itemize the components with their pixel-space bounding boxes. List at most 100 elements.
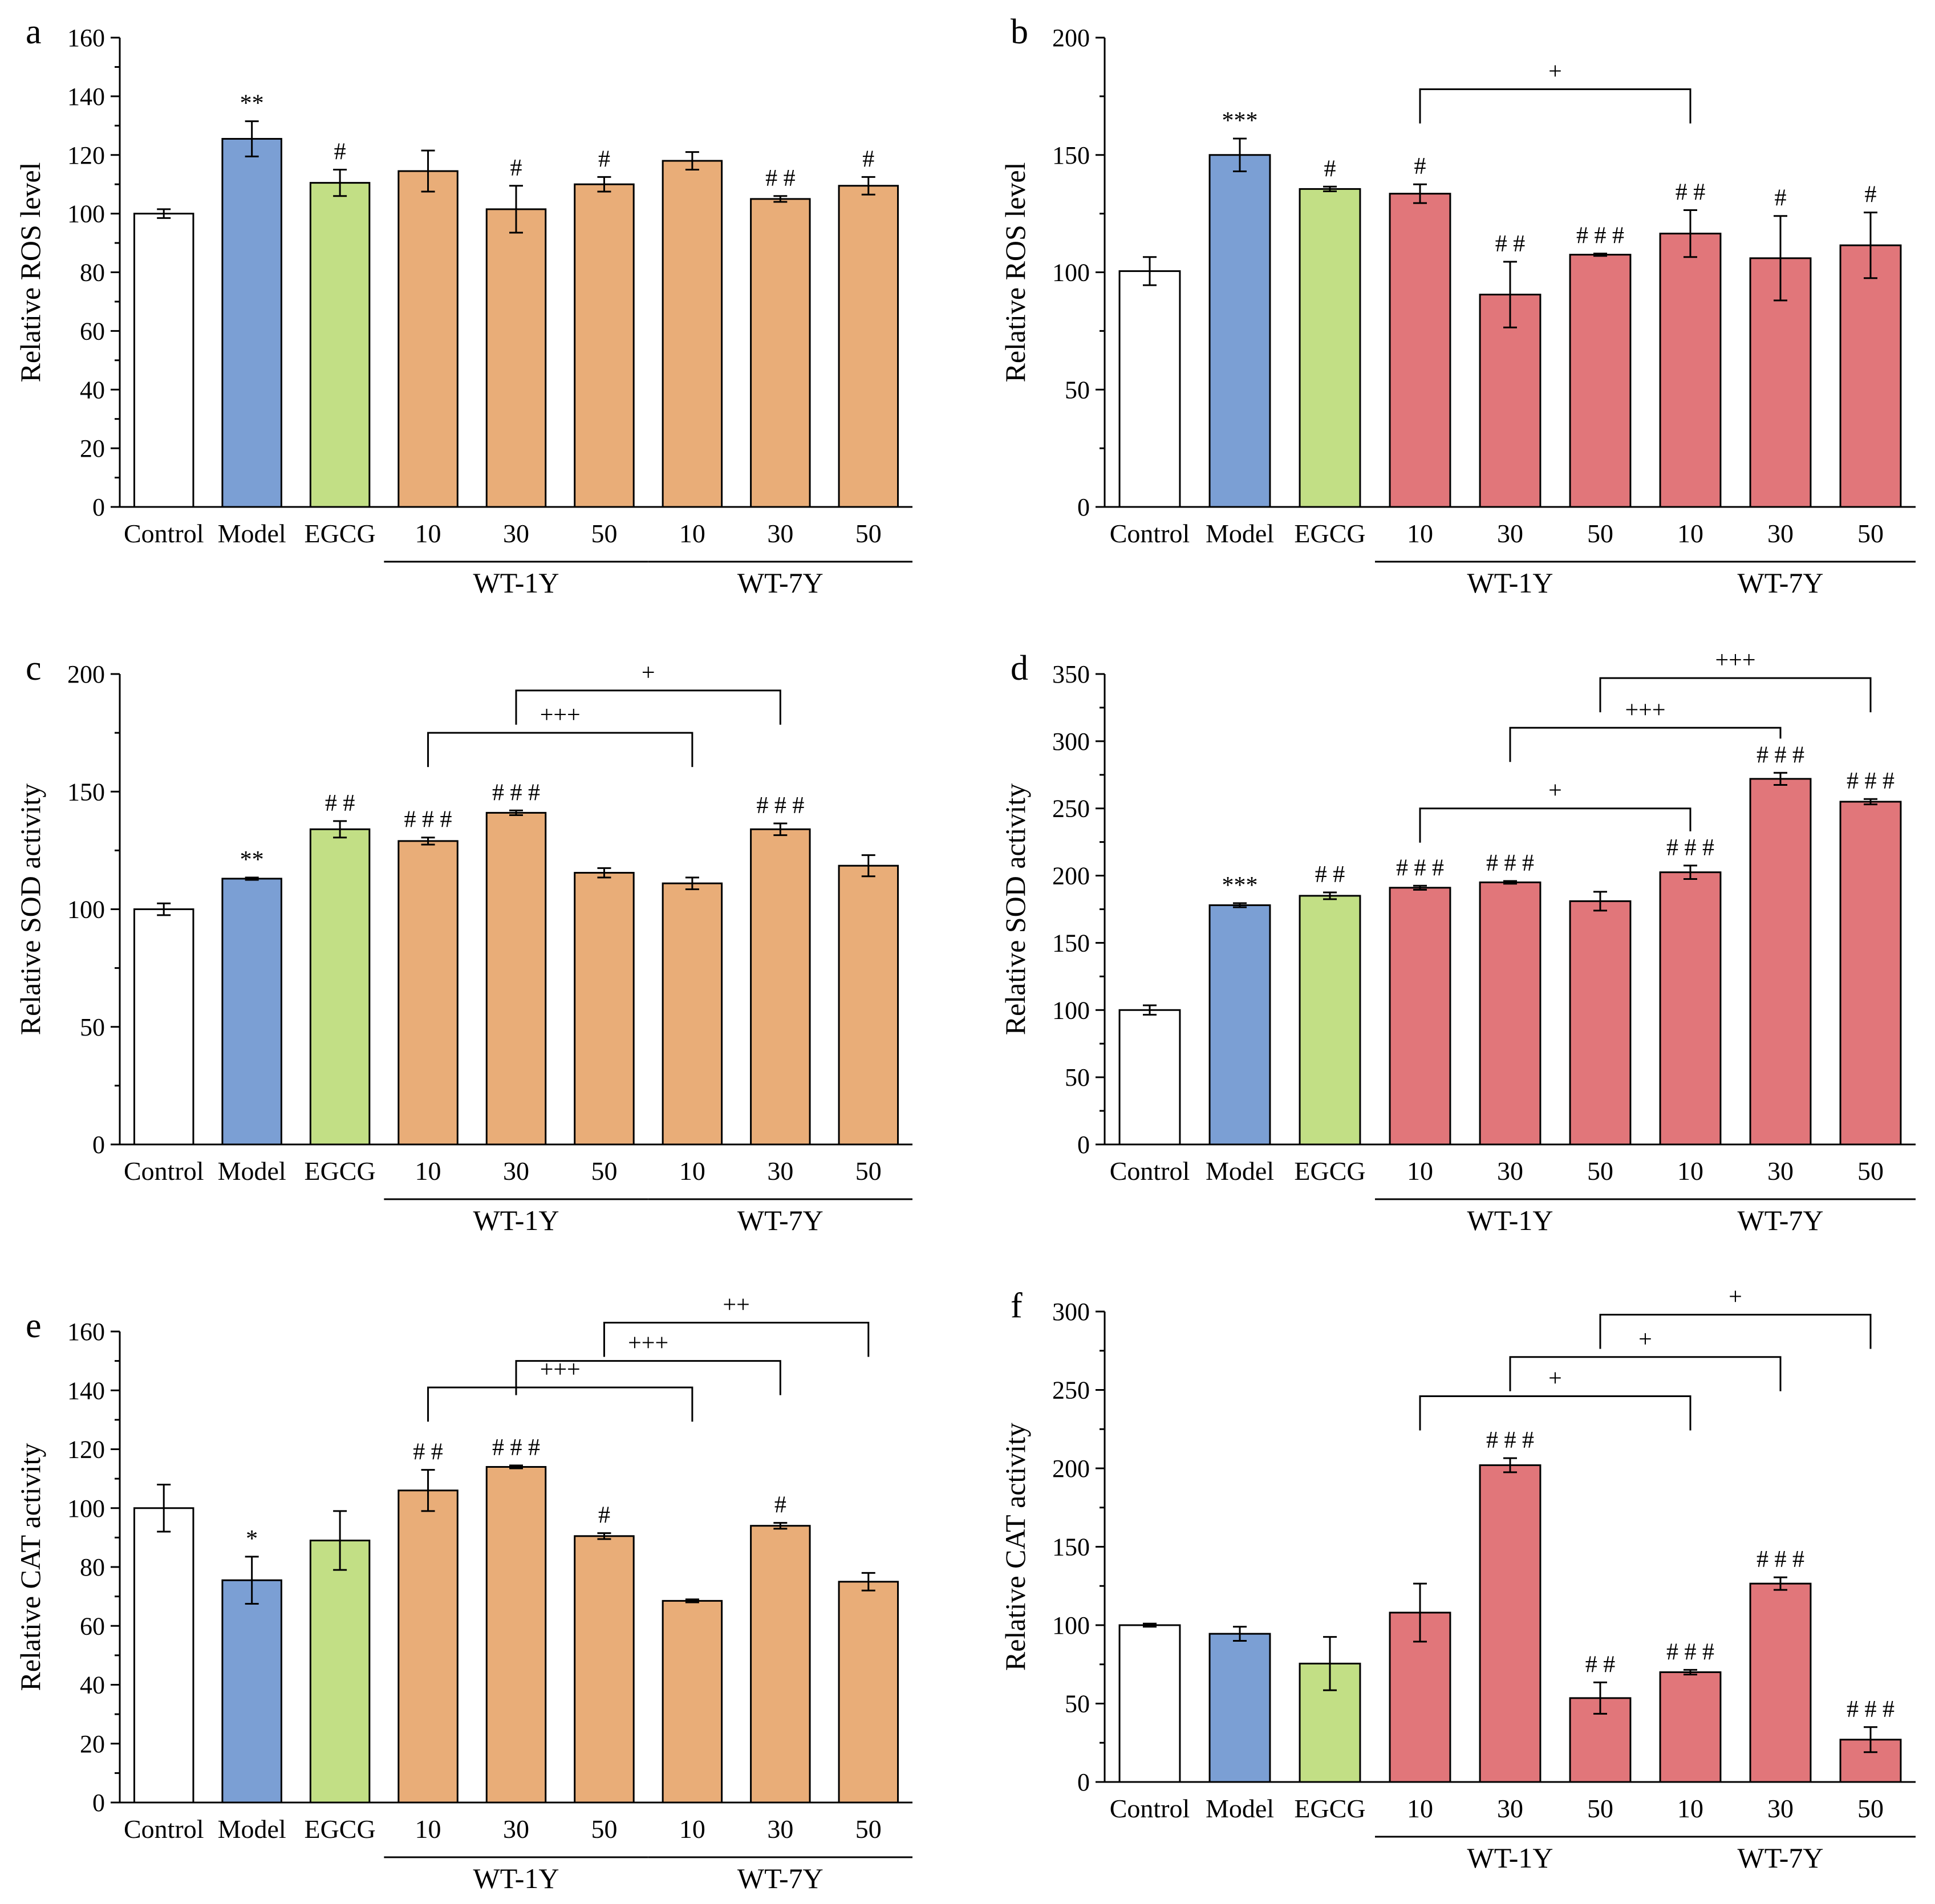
y-tick-label: 60	[80, 1612, 105, 1640]
panel-b: b 0 50 100 150 200 Relative ROS level Control **…	[999, 13, 1916, 599]
y-tick-label: 140	[67, 1377, 105, 1404]
comparison-bracket	[1419, 1395, 1691, 1431]
significance-label: # # #	[1486, 1427, 1534, 1454]
x-tick-label: EGCG	[304, 519, 375, 548]
y-tick-label: 60	[80, 317, 105, 345]
significance-label: # # #	[1396, 855, 1444, 881]
x-tick-label: EGCG	[1294, 519, 1365, 548]
group-label: WT-7Y	[1738, 1842, 1824, 1874]
x-tick-label: EGCG	[304, 1156, 375, 1186]
comparison-label: +	[1548, 778, 1562, 804]
y-tick-label: 20	[80, 435, 105, 462]
bar	[397, 840, 459, 1146]
y-tick-label: 0	[92, 1789, 105, 1817]
y-tick-label: 150	[1052, 1533, 1090, 1561]
y-tick-label: 140	[67, 83, 105, 111]
bar	[397, 1489, 459, 1804]
x-tick-label: 30	[1497, 1794, 1523, 1823]
significance-label: # # #	[404, 807, 452, 833]
x-tick-label: 50	[1857, 1794, 1884, 1823]
x-tick-label: Control	[124, 1156, 204, 1186]
bar	[1389, 193, 1451, 508]
x-tick-label: Model	[218, 519, 286, 548]
comparison-label: +	[1729, 1284, 1742, 1310]
y-tick-label: 200	[1052, 24, 1090, 52]
x-tick-label: Model	[218, 1156, 286, 1186]
bar	[1208, 154, 1271, 508]
group-label: WT-7Y	[1738, 1204, 1824, 1236]
panel-letter: c	[26, 649, 42, 688]
y-axis-label: Relative ROS level	[999, 162, 1031, 382]
x-tick-label: 50	[1857, 1156, 1884, 1186]
significance-label: **	[240, 847, 264, 873]
x-tick-label: 10	[415, 1814, 441, 1844]
bar	[1569, 900, 1632, 1146]
significance-label: **	[240, 91, 264, 117]
y-tick-label: 120	[67, 141, 105, 169]
bar	[838, 185, 899, 508]
y-tick-label: 50	[80, 1013, 105, 1041]
x-tick-label: 30	[1767, 1794, 1794, 1823]
significance-label: # #	[1315, 862, 1345, 888]
y-tick-label: 40	[80, 376, 105, 404]
x-tick-label: 30	[767, 519, 793, 548]
bar	[485, 208, 547, 508]
comparison-label: +++	[628, 1330, 668, 1357]
x-tick-label: EGCG	[1294, 1794, 1365, 1823]
group-label: WT-1Y	[1467, 1204, 1553, 1236]
bar	[133, 1507, 194, 1804]
x-tick-label: 30	[1497, 1156, 1523, 1186]
bar	[397, 170, 459, 508]
panel-f: f 0 50 100 150 200 250 300 Relative CAT activity…	[999, 1284, 1916, 1874]
bar	[1118, 270, 1181, 508]
x-tick-label: 10	[1407, 1794, 1433, 1823]
x-tick-label: 10	[679, 1156, 705, 1186]
significance-label: ***	[1222, 108, 1258, 134]
bar	[838, 864, 899, 1146]
x-tick-label: Model	[1206, 519, 1274, 548]
x-tick-label: Control	[124, 519, 204, 548]
bar	[838, 1581, 899, 1804]
y-axis-label: Relative ROS level	[14, 162, 46, 382]
bar	[1749, 1582, 1812, 1783]
y-tick-label: 100	[1052, 259, 1090, 287]
x-tick-label: 50	[1857, 519, 1884, 548]
x-tick-label: 30	[503, 1814, 529, 1844]
x-tick-label: 10	[679, 519, 705, 548]
bar	[1479, 1464, 1541, 1783]
x-tick-label: 10	[1677, 519, 1703, 548]
significance-label: #	[1775, 185, 1787, 212]
y-tick-label: 300	[1052, 728, 1090, 756]
x-tick-label: 30	[503, 519, 529, 548]
bar	[1839, 801, 1902, 1146]
y-tick-label: 200	[1052, 862, 1090, 890]
bar	[662, 882, 723, 1146]
bar	[485, 811, 547, 1146]
y-tick-label: 300	[1052, 1298, 1090, 1326]
y-tick-label: 0	[1077, 493, 1090, 521]
x-tick-label: 50	[855, 519, 882, 548]
y-tick-label: 50	[1065, 1690, 1090, 1718]
significance-label: # # #	[492, 1435, 540, 1461]
y-tick-label: 120	[67, 1436, 105, 1464]
comparison-bracket	[515, 1360, 781, 1395]
comparison-bracket	[1599, 677, 1872, 713]
significance-label: # # #	[1756, 1546, 1804, 1573]
x-tick-label: Control	[1110, 1794, 1190, 1823]
x-tick-label: EGCG	[1294, 1156, 1365, 1186]
bar	[1118, 1009, 1181, 1146]
x-tick-label: Control	[124, 1814, 204, 1844]
bar	[133, 213, 194, 508]
bar	[662, 160, 723, 508]
x-tick-label: 50	[591, 1156, 617, 1186]
y-tick-label: 50	[1065, 376, 1090, 404]
y-tick-label: 0	[1077, 1768, 1090, 1796]
comparison-label: +	[642, 660, 655, 686]
x-tick-label: 30	[767, 1814, 793, 1844]
panel-letter: a	[26, 13, 42, 51]
group-label: WT-1Y	[473, 1204, 559, 1236]
comparison-bracket	[427, 732, 693, 768]
comparison-bracket	[603, 1322, 870, 1357]
panel-c: c 0 50 100 150 200 Relative SOD activity Contro…	[14, 649, 912, 1236]
